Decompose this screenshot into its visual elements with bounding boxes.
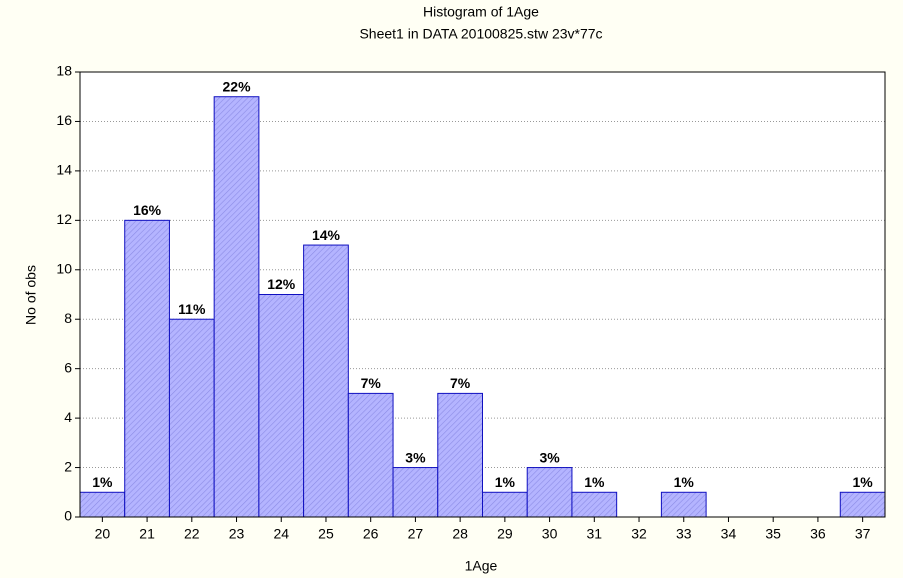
y-tick-label: 2 — [64, 458, 72, 474]
x-tick-label: 36 — [810, 526, 826, 542]
bar-label: 7% — [450, 375, 471, 391]
x-tick-label: 21 — [139, 526, 155, 542]
y-tick-label: 16 — [56, 112, 72, 128]
x-tick-label: 30 — [542, 526, 558, 542]
bar — [347, 392, 394, 518]
bar — [482, 491, 528, 518]
y-tick-label: 12 — [56, 211, 72, 227]
bar-label: 3% — [539, 449, 560, 465]
bar-label: 1% — [584, 474, 605, 490]
x-tick-label: 22 — [184, 526, 200, 542]
bar — [392, 467, 439, 518]
y-tick-label: 6 — [64, 359, 72, 375]
bar — [571, 491, 618, 518]
bar-label: 7% — [361, 375, 382, 391]
bar-label: 11% — [178, 301, 206, 317]
x-tick-label: 20 — [95, 526, 111, 542]
bar — [79, 491, 126, 518]
bar-label: 3% — [405, 449, 426, 465]
bar-label: 12% — [267, 276, 296, 292]
y-tick-label: 0 — [64, 508, 72, 524]
x-tick-label: 27 — [408, 526, 424, 542]
y-tick-label: 4 — [64, 409, 72, 425]
bar — [526, 467, 573, 518]
bar-label: 1% — [853, 474, 874, 490]
y-tick-label: 10 — [56, 260, 72, 276]
x-axis-label: 1Age — [465, 558, 498, 574]
chart-title: Histogram of 1Age — [423, 4, 539, 20]
bar-label: 1% — [495, 474, 516, 490]
x-tick-label: 29 — [497, 526, 513, 542]
bar — [124, 219, 170, 518]
x-tick-label: 32 — [631, 526, 647, 542]
bar — [258, 294, 305, 518]
y-tick-label: 8 — [64, 310, 72, 326]
x-tick-label: 24 — [273, 526, 289, 542]
bar — [168, 318, 215, 518]
bar — [839, 491, 886, 518]
bar-label: 1% — [674, 474, 695, 490]
x-tick-label: 25 — [318, 526, 334, 542]
x-tick-label: 37 — [855, 526, 871, 542]
plot-frame — [79, 71, 886, 518]
bar — [213, 96, 260, 518]
x-tick-label: 34 — [721, 526, 737, 542]
bar — [303, 244, 349, 518]
x-tick-label: 26 — [363, 526, 379, 542]
x-tick-label: 31 — [587, 526, 603, 542]
y-tick-label: 18 — [56, 63, 72, 79]
bar-label: 14% — [312, 227, 341, 243]
bar-label: 22% — [223, 78, 252, 94]
x-tick-label: 23 — [229, 526, 245, 542]
bar-label: 16% — [133, 202, 162, 218]
y-tick-label: 14 — [56, 162, 72, 178]
y-axis-label: No of obs — [23, 265, 39, 325]
x-tick-label: 28 — [452, 526, 468, 542]
chart-subtitle: Sheet1 in DATA 20100825.stw 23v*77c — [359, 26, 602, 42]
bar-label: 1% — [92, 474, 113, 490]
bar — [660, 491, 707, 518]
x-tick-label: 33 — [676, 526, 692, 542]
bar — [437, 392, 483, 518]
x-tick-label: 35 — [765, 526, 781, 542]
